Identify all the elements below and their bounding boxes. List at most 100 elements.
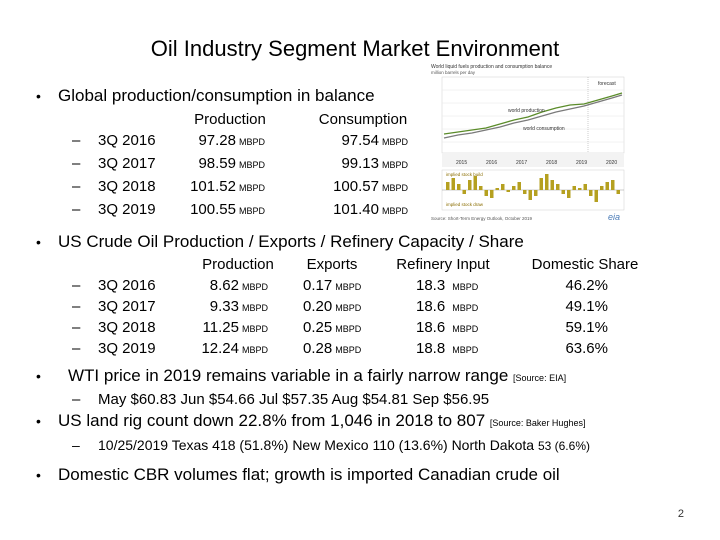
dash: – xyxy=(72,178,81,195)
bullet-cbr: • Domestic CBR volumes flat; growth is im… xyxy=(36,465,560,485)
chart-bar xyxy=(589,190,593,196)
dash: – xyxy=(72,155,81,172)
chart-bar xyxy=(473,176,477,190)
us-share: 59.1% xyxy=(565,319,608,336)
global-production: 100.55 MBPD xyxy=(150,201,265,218)
bullet-dot: • xyxy=(36,413,41,429)
us-refinery: 18.8 MBPD xyxy=(416,340,478,357)
page-number: 2 xyxy=(677,508,684,520)
chart-bar xyxy=(534,190,538,196)
global-col-consumption: Consumption xyxy=(318,111,408,128)
chart-year-label: 2017 xyxy=(516,160,527,166)
us-period: –3Q 2019 xyxy=(72,340,156,357)
period-label: 3Q 2016 xyxy=(98,132,156,149)
us-period: –3Q 2018 xyxy=(72,319,156,336)
chart-label-build: implied stock build xyxy=(446,172,483,177)
us-exports: 0.20 MBPD xyxy=(303,298,361,315)
us-period: –3Q 2016 xyxy=(72,277,156,294)
chart-bar xyxy=(484,190,488,196)
chart-year-label: 2019 xyxy=(576,160,587,166)
us-col-production: Production xyxy=(202,256,274,273)
chart-bar xyxy=(490,190,494,198)
us-refinery: 18.6 MBPD xyxy=(416,319,478,336)
chart-bar xyxy=(457,184,461,190)
chart-bar xyxy=(462,190,466,194)
period-label: 3Q 2019 xyxy=(98,340,156,357)
global-production-value: 101.52 xyxy=(190,178,236,195)
rig-detail-line: – 10/25/2019 Texas 418 (51.8%) New Mexico… xyxy=(72,437,590,453)
bullet-us: • US Crude Oil Production / Exports / Ref… xyxy=(36,232,524,252)
dash: – xyxy=(72,132,81,149)
bullet-global: • Global production/consumption in balanc… xyxy=(36,86,375,106)
us-refinery: 18.3 MBPD xyxy=(416,277,478,294)
rig-detail-nd: 53 (6.6%) xyxy=(537,439,590,453)
period-label: 3Q 2017 xyxy=(98,298,156,315)
rig-source: [Source: Baker Hughes] xyxy=(489,418,586,428)
dash: – xyxy=(72,319,81,336)
unit-label: MBPD xyxy=(381,206,408,216)
chart-bar xyxy=(567,190,571,198)
chart-bar xyxy=(556,184,560,190)
unit-label: MBPD xyxy=(381,160,408,170)
global-consumption: 100.57 MBPD xyxy=(290,178,408,195)
chart-label-forecast: forecast xyxy=(598,81,616,87)
global-period: –3Q 2018 xyxy=(72,178,156,195)
unit-label: MBPD xyxy=(452,345,479,355)
chart-year-label: 2020 xyxy=(606,160,617,166)
dash: – xyxy=(72,340,81,357)
us-refinery: 18.6 MBPD xyxy=(416,298,478,315)
cbr-heading: Domestic CBR volumes flat; growth is imp… xyxy=(58,465,560,484)
global-col-production: Production xyxy=(194,111,266,128)
us-production: 12.24 MBPD xyxy=(170,340,268,357)
unit-label: MBPD xyxy=(335,324,362,334)
chart-year-label: 2015 xyxy=(456,160,467,166)
us-share: 63.6% xyxy=(565,340,608,357)
chart-production-line xyxy=(443,92,623,135)
unit-label: MBPD xyxy=(452,324,479,334)
unit-label: MBPD xyxy=(241,282,268,292)
wti-source: [Source: EIA] xyxy=(513,373,567,383)
global-production-value: 98.59 xyxy=(198,155,236,172)
chart-title: World liquid fuels production and consum… xyxy=(431,64,552,70)
unit-label: MBPD xyxy=(335,282,362,292)
period-label: 3Q 2019 xyxy=(98,201,156,218)
chart-bar xyxy=(539,178,543,190)
us-exports-value: 0.28 xyxy=(303,340,333,357)
chart-label-draw: implied stock draw xyxy=(446,202,484,207)
bullet-dot: • xyxy=(36,234,41,250)
us-share: 46.2% xyxy=(565,277,608,294)
unit-label: MBPD xyxy=(381,137,408,147)
chart-bar xyxy=(495,188,499,190)
wti-prices-line: – May $60.83 Jun $54.66 Jul $57.35 Aug $5… xyxy=(72,391,489,408)
us-col-exports: Exports xyxy=(306,256,358,273)
us-refinery-value: 18.3 xyxy=(416,277,446,294)
chart-bar xyxy=(446,182,450,190)
global-consumption: 99.13 MBPD xyxy=(290,155,408,172)
us-production-value: 11.25 xyxy=(202,319,239,336)
chart-bar xyxy=(572,186,576,190)
chart-year-labels: 2015 2016 2017 2018 2019 2020 xyxy=(456,160,617,166)
dash: – xyxy=(72,437,80,453)
unit-label: MBPD xyxy=(241,345,268,355)
us-production: 9.33 MBPD xyxy=(170,298,268,315)
global-consumption: 97.54 MBPD xyxy=(290,132,408,149)
chart-bar xyxy=(561,190,565,194)
chart-bar xyxy=(479,186,483,190)
unit-label: MBPD xyxy=(335,345,362,355)
dash: – xyxy=(72,391,81,408)
dash: – xyxy=(72,298,81,315)
unit-label: MBPD xyxy=(238,137,265,147)
chart-bar xyxy=(512,186,516,190)
slide-title: Oil Industry Segment Market Environment xyxy=(150,36,560,61)
us-col-refinery: Refinery Input xyxy=(396,256,490,273)
wti-heading: WTI price in 2019 remains variable in a … xyxy=(68,366,509,385)
chart-bar xyxy=(611,180,615,190)
global-production: 97.28 MBPD xyxy=(150,132,265,149)
us-heading: US Crude Oil Production / Exports / Refi… xyxy=(58,232,524,251)
us-share: 49.1% xyxy=(565,298,608,315)
chart-bar xyxy=(550,180,554,190)
chart-label-production: world production xyxy=(508,108,545,114)
chart-bar xyxy=(506,190,510,192)
global-period: –3Q 2019 xyxy=(72,201,156,218)
